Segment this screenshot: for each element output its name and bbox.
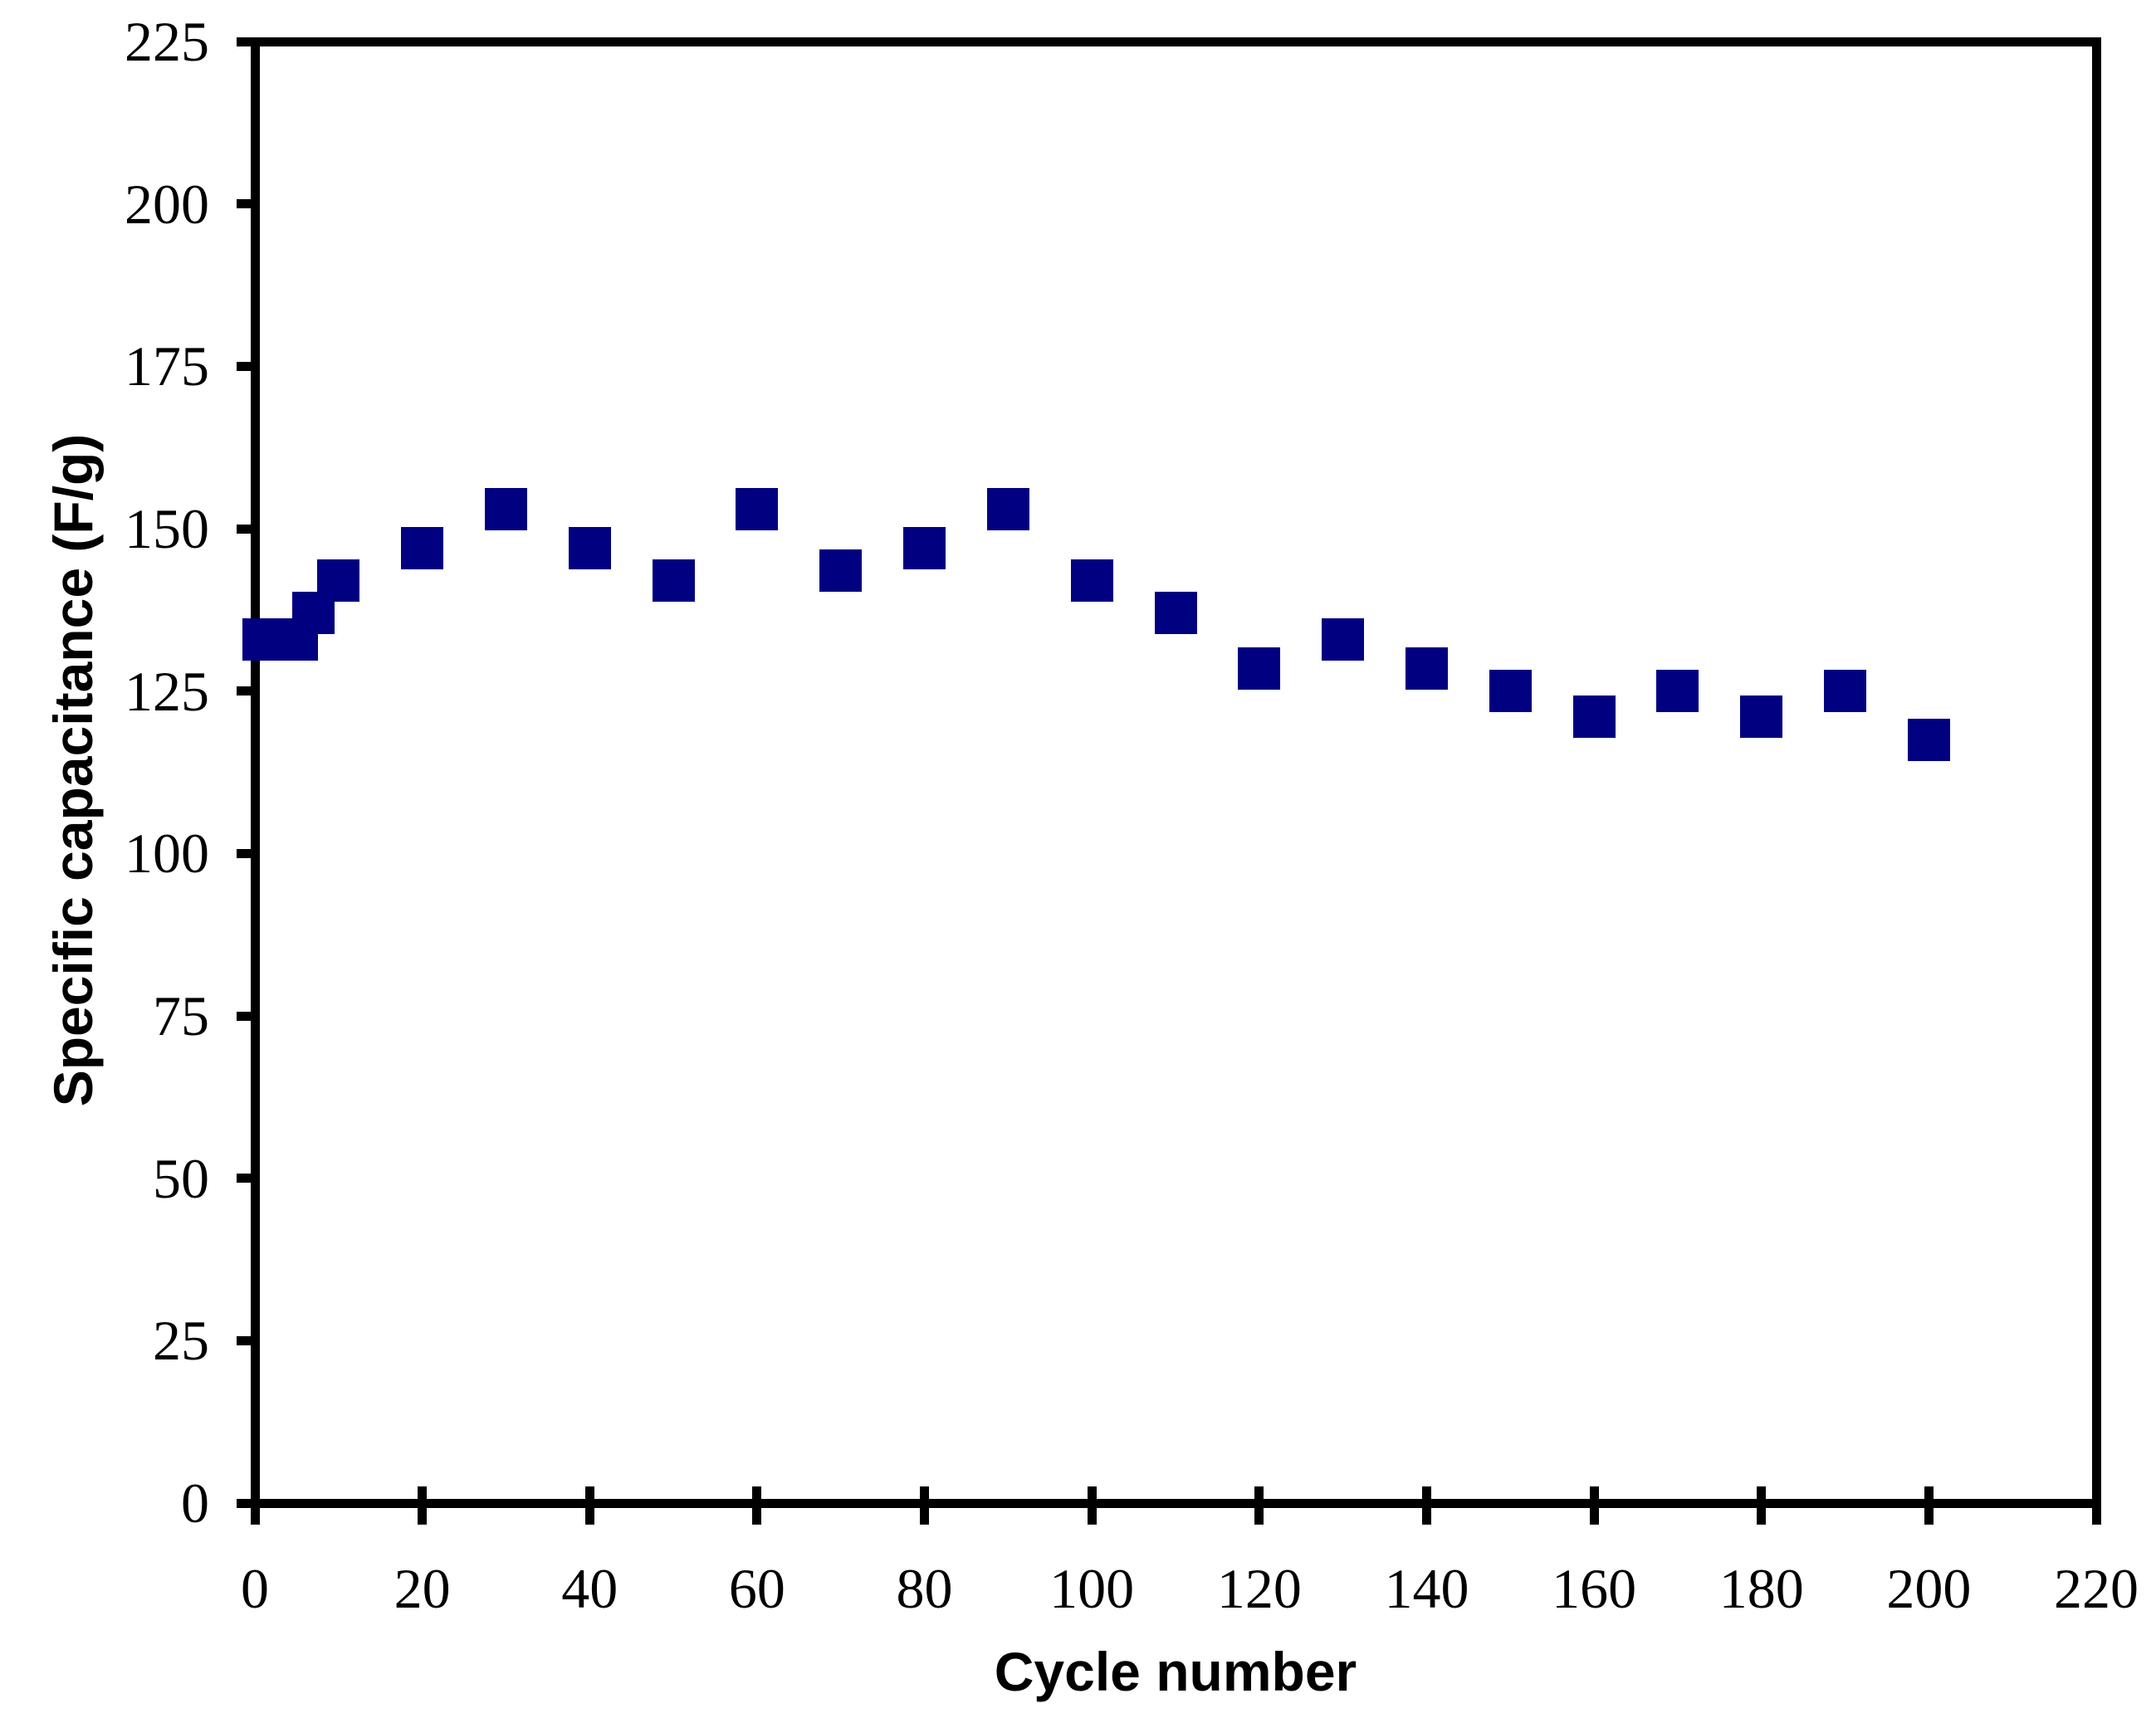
x-axis-tick-label: 40 xyxy=(561,1557,618,1620)
data-point-marker xyxy=(568,526,611,569)
x-axis-tick xyxy=(1589,1486,1599,1525)
y-axis-tick xyxy=(236,1011,260,1021)
y-axis-tick-label: 0 xyxy=(181,1472,209,1535)
y-axis-tick xyxy=(236,1498,260,1508)
x-axis-tick-label: 140 xyxy=(1384,1557,1469,1620)
x-axis-tick xyxy=(1924,1486,1934,1525)
y-axis-tick xyxy=(236,848,260,858)
x-axis-tick-label: 0 xyxy=(241,1557,269,1620)
data-point-marker xyxy=(1405,647,1448,690)
y-axis-tick-label: 200 xyxy=(125,172,209,236)
data-point-marker xyxy=(903,526,946,569)
x-axis-tick-label: 220 xyxy=(2054,1557,2139,1620)
x-axis-tick xyxy=(1421,1486,1431,1525)
data-point-marker xyxy=(1322,617,1365,661)
x-axis-tick-label: 120 xyxy=(1216,1557,1302,1620)
data-point-marker xyxy=(736,488,779,531)
y-axis-tick-label: 50 xyxy=(153,1146,209,1210)
x-axis-title: Cycle number xyxy=(994,1641,1357,1702)
data-point-marker xyxy=(1656,670,1699,713)
data-point-marker xyxy=(1740,695,1783,739)
data-point-marker xyxy=(1824,670,1867,713)
x-axis-tick xyxy=(2091,1486,2101,1525)
y-axis-tick xyxy=(236,686,260,696)
x-axis-tick xyxy=(1254,1486,1264,1525)
x-axis-tick xyxy=(752,1486,762,1525)
y-axis-tick xyxy=(236,1174,260,1184)
y-axis-tick-label: 150 xyxy=(125,497,209,560)
data-point-marker xyxy=(1489,670,1532,713)
y-axis-tick-label: 75 xyxy=(153,984,209,1047)
x-axis-tick-label: 160 xyxy=(1552,1557,1637,1620)
y-axis-title: Specific capacitance (F/g) xyxy=(42,433,104,1107)
x-axis-tick-label: 60 xyxy=(728,1557,785,1620)
x-axis-tick xyxy=(418,1486,428,1525)
x-axis-tick-label: 180 xyxy=(1718,1557,1804,1620)
x-axis-tick-label: 100 xyxy=(1049,1557,1135,1620)
y-axis-tick-label: 175 xyxy=(125,334,209,398)
y-axis-tick-label: 225 xyxy=(125,10,209,73)
data-point-marker xyxy=(401,526,444,569)
x-axis-tick xyxy=(584,1486,594,1525)
y-axis-tick-label: 125 xyxy=(125,659,209,723)
y-axis-tick xyxy=(236,37,260,46)
y-axis-tick-label: 25 xyxy=(153,1309,209,1373)
data-point-marker xyxy=(1070,559,1113,603)
x-axis-tick-label: 80 xyxy=(896,1557,953,1620)
x-axis-tick xyxy=(920,1486,930,1525)
data-point-marker xyxy=(819,549,863,593)
data-point-marker xyxy=(986,488,1029,531)
data-point-marker xyxy=(1238,647,1281,690)
data-point-marker xyxy=(1907,718,1950,761)
data-point-marker xyxy=(1572,695,1616,739)
y-axis-tick xyxy=(236,199,260,209)
data-point-marker xyxy=(317,559,360,603)
data-point-marker xyxy=(1154,592,1197,635)
plot-area xyxy=(250,37,2101,1508)
data-point-marker xyxy=(484,488,527,531)
x-axis-tick-label: 200 xyxy=(1886,1557,1972,1620)
y-axis-tick xyxy=(236,1335,260,1345)
y-axis-tick xyxy=(236,524,260,534)
x-axis-tick xyxy=(1757,1486,1767,1525)
x-axis-tick xyxy=(1087,1486,1097,1525)
y-axis-tick xyxy=(236,361,260,371)
data-point-marker xyxy=(652,559,695,603)
y-axis-tick-label: 100 xyxy=(125,822,209,886)
x-axis-tick-label: 20 xyxy=(394,1557,451,1620)
